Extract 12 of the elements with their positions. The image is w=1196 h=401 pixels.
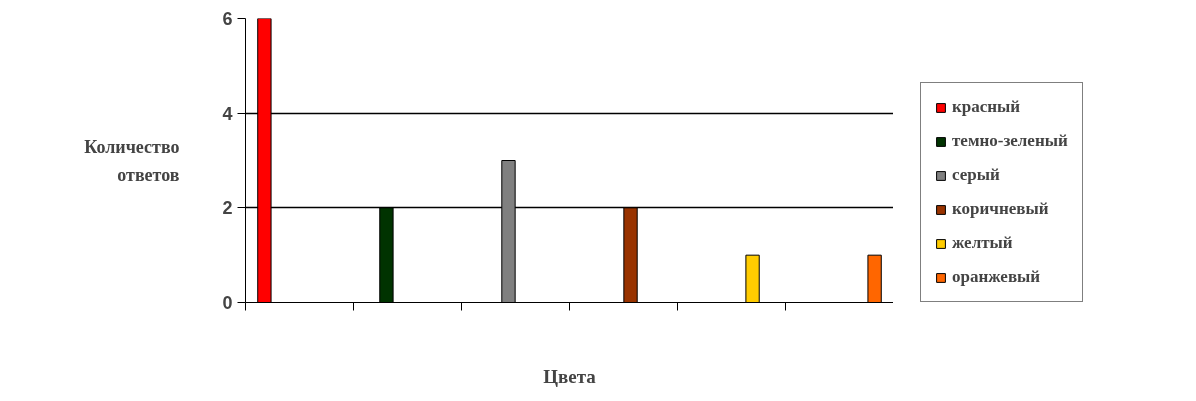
legend-label: темно-зеленый	[952, 131, 1068, 151]
y-tick-label: 4	[222, 103, 233, 124]
legend-label: красный	[952, 97, 1021, 117]
y-tick-label: 0	[222, 293, 233, 313]
legend-label: коричневый	[952, 199, 1049, 219]
legend-label: желтый	[952, 233, 1013, 253]
x-axis-title: Цвета	[543, 365, 597, 387]
y-tick-label: 6	[222, 9, 233, 29]
y-tick-label: 2	[222, 198, 233, 219]
y-axis-title: Количество ответов	[84, 136, 180, 185]
legend-label: оранжевый	[952, 267, 1041, 287]
legend-label: серый	[952, 165, 1000, 185]
